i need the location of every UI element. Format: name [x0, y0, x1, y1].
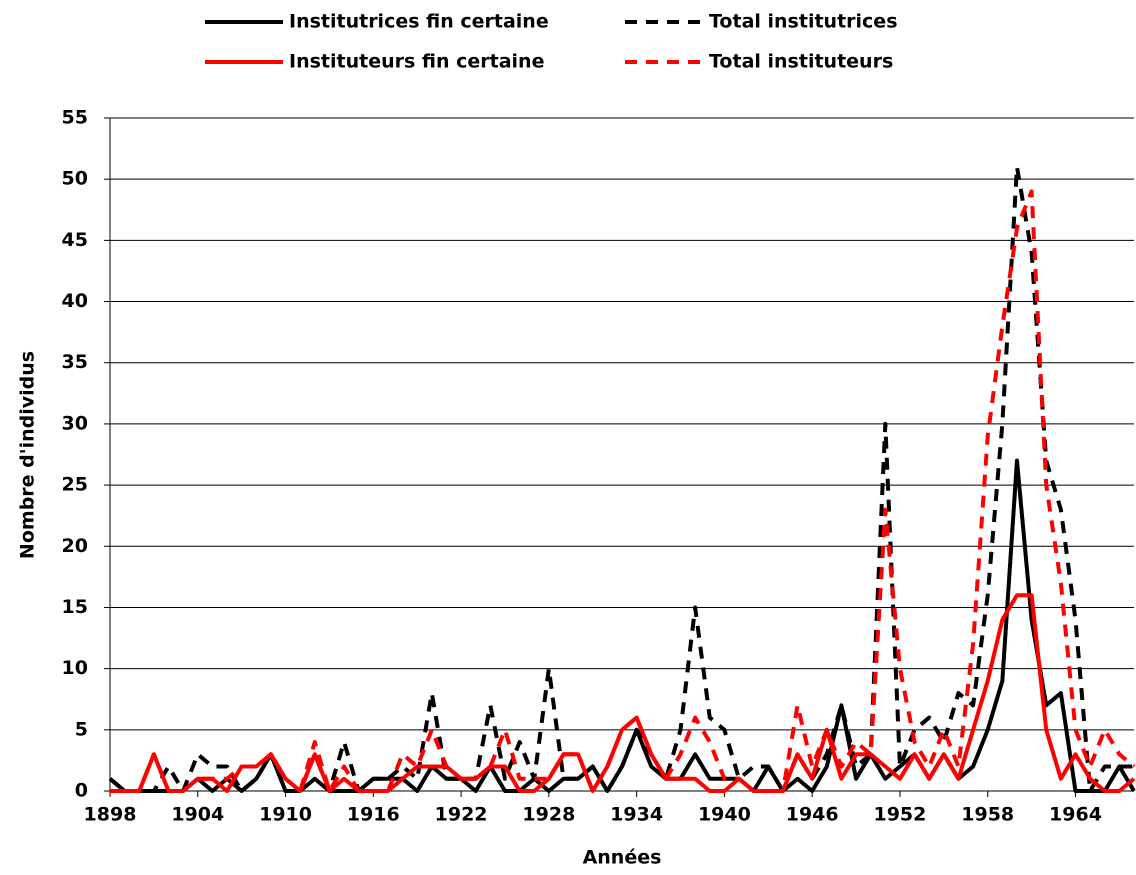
x-tick-label: 1928	[522, 804, 575, 826]
y-tick-label: 20	[62, 535, 88, 557]
legend-label: Total instituteurs	[709, 51, 893, 73]
y-tick-label: 45	[62, 229, 88, 251]
y-tick-label: 40	[62, 290, 88, 312]
line-series	[110, 189, 1136, 793]
line-series	[110, 593, 1136, 793]
x-tick-label: 1952	[873, 804, 926, 826]
x-axis-title: Années	[583, 847, 662, 869]
x-tick-label: 1964	[1049, 804, 1102, 826]
y-tick-label: 15	[62, 596, 88, 618]
y-axis-title: Nombre d'individus	[17, 351, 39, 559]
x-tick-label: 1898	[84, 804, 137, 826]
legend-label: Institutrices fin certaine	[289, 11, 549, 33]
x-tick-label: 1904	[171, 804, 224, 826]
y-tick-label: 25	[62, 474, 88, 496]
x-tick-label: 1916	[347, 804, 400, 826]
y-tick-label: 50	[62, 168, 88, 190]
y-tick-label: 5	[75, 718, 88, 740]
y-tick-label: 10	[62, 657, 88, 679]
legend-label: Total institutrices	[709, 11, 898, 33]
line-series	[108, 458, 1136, 793]
y-tick-label: 55	[62, 107, 88, 129]
legend-label: Instituteurs fin certaine	[289, 51, 544, 73]
y-tick-label: 30	[62, 412, 88, 434]
x-tick-label: 1934	[610, 804, 663, 826]
x-tick-label: 1922	[435, 804, 488, 826]
y-tick-label: 0	[75, 780, 88, 802]
y-tick-label: 35	[62, 351, 88, 373]
x-tick-label: 1958	[961, 804, 1014, 826]
x-tick-label: 1946	[786, 804, 839, 826]
line-series	[108, 164, 1134, 793]
x-tick-label: 1940	[698, 804, 751, 826]
x-tick-label: 1910	[259, 804, 312, 826]
